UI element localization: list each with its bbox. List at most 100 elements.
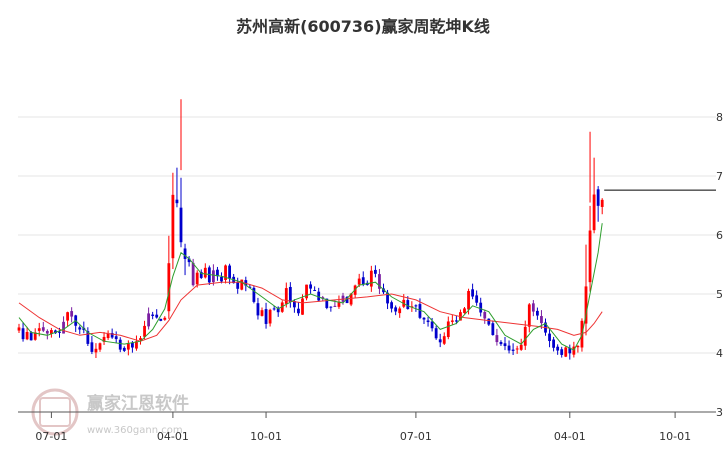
candle-body: [195, 272, 199, 285]
candle-body: [491, 323, 495, 336]
candle-body: [102, 336, 106, 342]
candle-body: [98, 343, 102, 350]
candle-body: [349, 293, 353, 305]
candle-body: [187, 258, 191, 263]
y-tick-label: 3: [716, 406, 723, 419]
x-tick-label: 10-01: [250, 430, 282, 443]
candle-body: [337, 301, 341, 307]
candle-body: [135, 341, 138, 349]
candle-body: [288, 286, 292, 303]
watermark-brand: 赢家江恩软件: [87, 393, 189, 414]
candle-body: [272, 308, 276, 310]
candle-body: [406, 300, 410, 310]
candle-body: [564, 347, 568, 357]
candle-body: [414, 305, 418, 307]
candle-body: [155, 314, 159, 318]
candle-body: [139, 338, 142, 340]
candle-body: [463, 308, 466, 314]
candle-body: [507, 345, 511, 351]
y-axis-labels: 3 4 5 6 7 8: [716, 111, 723, 419]
candle-body: [467, 290, 470, 310]
y-tick-label: 6: [716, 229, 723, 242]
candle-body: [86, 331, 90, 344]
candle-body: [147, 313, 150, 327]
candle-body: [540, 316, 543, 324]
candle-body: [276, 307, 280, 313]
candle-body: [418, 304, 422, 318]
candle-body: [519, 344, 523, 350]
candle-body: [313, 290, 317, 292]
candle-body: [106, 333, 110, 339]
candle-body: [361, 277, 365, 284]
candle-body: [203, 267, 207, 278]
candle-body: [171, 194, 175, 259]
candle-body: [131, 342, 134, 348]
candle-body: [386, 292, 389, 304]
x-tick-label: 07-01: [400, 430, 432, 443]
candle-body: [25, 331, 29, 340]
candle-body: [394, 307, 398, 312]
candle-body: [21, 328, 25, 340]
candle-body: [70, 311, 74, 317]
candle-body: [301, 298, 304, 315]
candle-body: [50, 330, 53, 335]
x-tick-label: 10-01: [659, 430, 691, 443]
candle-body: [455, 320, 458, 322]
y-tick-label: 5: [716, 288, 723, 301]
candle-body: [110, 333, 114, 338]
candle-body: [584, 286, 588, 324]
candle-body: [600, 199, 604, 207]
candle-body: [191, 262, 195, 286]
candle-body: [560, 349, 564, 355]
candle-body: [114, 336, 118, 340]
candle-body: [179, 207, 183, 243]
candlestick-series: [17, 99, 604, 360]
candle-body: [499, 342, 503, 345]
candle-body: [568, 347, 572, 354]
candle-body: [309, 284, 312, 289]
candle-body: [588, 230, 592, 283]
x-tick-label: 07-01: [35, 430, 67, 443]
x-tick-label: 04-01: [157, 430, 189, 443]
candle-body: [122, 347, 126, 351]
candle-body: [430, 321, 434, 329]
candle-body: [329, 306, 333, 308]
candle-body: [264, 309, 268, 324]
candle-body: [527, 304, 531, 327]
candle-body: [66, 312, 69, 321]
candle-body: [284, 288, 288, 304]
candle-body: [220, 276, 223, 282]
candle-body: [378, 274, 381, 289]
candle-body: [256, 303, 260, 316]
candle-body: [33, 332, 37, 340]
candle-body: [333, 305, 337, 307]
candle-body: [536, 310, 539, 316]
moving-average-lines: [18, 223, 603, 351]
candle-body: [90, 342, 94, 352]
candle-body: [224, 265, 227, 280]
candle-body: [390, 302, 393, 309]
candle-body: [240, 279, 244, 290]
grid-lines: [18, 116, 716, 354]
candle-body: [450, 320, 454, 322]
candle-body: [576, 346, 580, 348]
candle-body: [434, 328, 438, 339]
candle-body: [556, 346, 560, 351]
candle-body: [592, 194, 596, 231]
candle-body: [268, 309, 272, 324]
y-tick-label: 4: [716, 347, 723, 360]
candle-body: [37, 328, 41, 331]
candle-body: [41, 327, 45, 331]
candle-body: [515, 348, 519, 350]
candle-body: [446, 321, 450, 338]
candle-body: [531, 303, 535, 312]
y-tick-label: 8: [716, 111, 723, 124]
candle-body: [345, 296, 349, 304]
candle-body: [45, 330, 49, 334]
candle-body: [252, 287, 256, 302]
candle-body: [151, 314, 155, 316]
candle-body: [236, 282, 240, 289]
candle-body: [398, 308, 402, 314]
